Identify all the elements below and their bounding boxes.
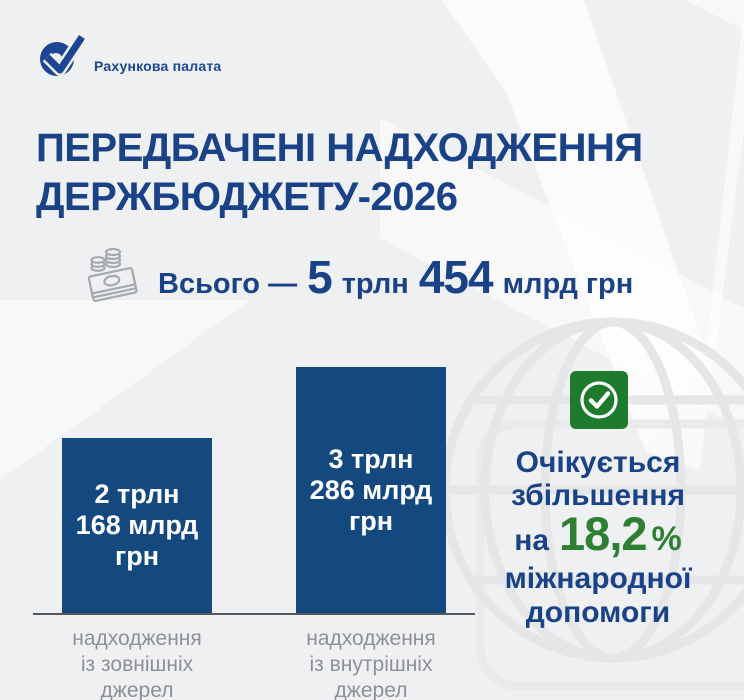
total-unit-bln: млрд грн [502, 268, 634, 300]
total-row: Всього — 5 трлн 454 млрд грн [84, 248, 633, 306]
money-stack-icon [87, 248, 138, 303]
annotation-percent-row: на 18,2 % [468, 506, 728, 560]
page-title: ПЕРЕДБАЧЕНІ НАДХОДЖЕННЯ ДЕРЖБЮДЖЕТУ-2026 [36, 124, 643, 222]
page-title-line-1: ПЕРЕДБАЧЕНІ НАДХОДЖЕННЯ [36, 126, 643, 170]
annotation-tail: міжнародної допомоги [504, 562, 692, 629]
total-label: Всього — [158, 268, 298, 300]
bar-value-internal: 3 трлн 286 млрд грн [309, 443, 433, 536]
percent-sign: % [651, 520, 682, 558]
bar-caption-external: надходження із зовнішніх джерел [72, 627, 202, 700]
watermark-corner [685, 0, 744, 30]
annotation-heading: Очікується збільшення [511, 446, 685, 512]
total-text: Всього — 5 трлн 454 млрд грн [158, 250, 633, 304]
percent-value: 18,2 [559, 507, 647, 560]
percent-prefix: на [514, 524, 550, 557]
brand: Рахункова палата [38, 30, 221, 80]
total-value-bln: 454 [418, 251, 494, 303]
check-icon [570, 371, 628, 429]
axis-baseline [33, 613, 475, 615]
accounting-chamber-logo-icon [40, 33, 86, 76]
bar-external-sources: 2 трлн 168 млрд грн [62, 438, 212, 613]
brand-name: Рахункова палата [94, 58, 222, 74]
bar-internal-sources: 3 трлн 286 млрд грн [296, 367, 446, 613]
bar-caption-internal: надходження із внутрішніх джерел [306, 627, 436, 700]
bar-value-external: 2 трлн 168 млрд грн [75, 479, 199, 571]
total-value-trln: 5 [307, 251, 333, 303]
page-title-line-2: ДЕРЖБЮДЖЕТУ-2026 [36, 175, 458, 219]
total-unit-trln: трлн [341, 268, 409, 300]
watermark-check-arm [646, 10, 744, 470]
